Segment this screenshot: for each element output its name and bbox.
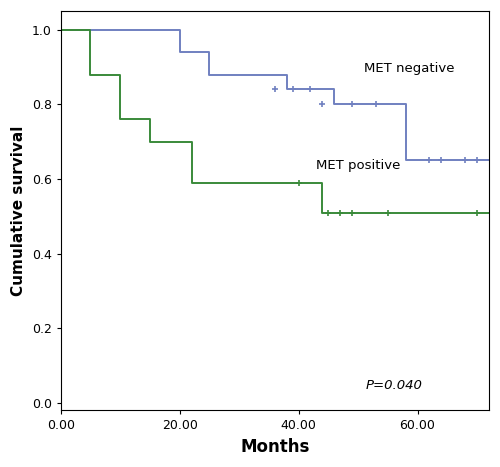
- Y-axis label: Cumulative survival: Cumulative survival: [11, 126, 26, 296]
- Text: MET negative: MET negative: [364, 63, 454, 76]
- Text: P=0.040: P=0.040: [366, 379, 422, 392]
- Text: MET positive: MET positive: [316, 159, 401, 172]
- X-axis label: Months: Months: [240, 438, 310, 456]
